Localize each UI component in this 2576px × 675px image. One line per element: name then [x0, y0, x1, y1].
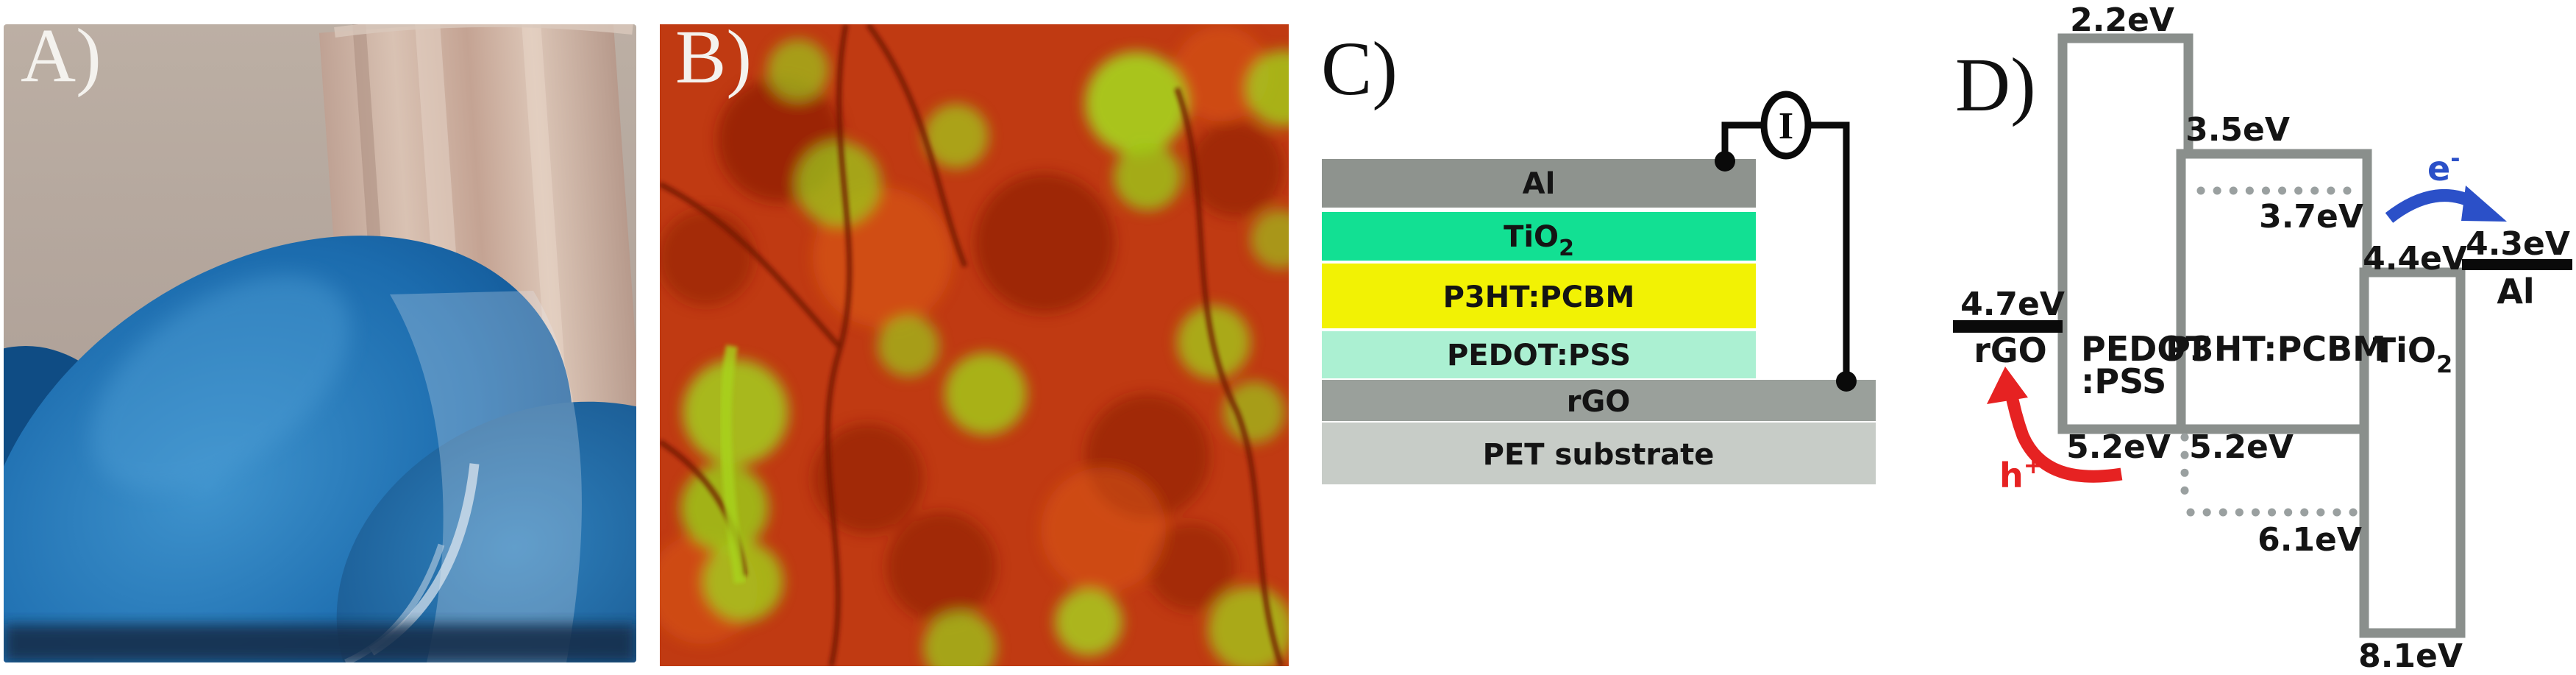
ammeter-symbol: I: [1779, 105, 1793, 147]
tio2-vb-value: 8.1eV: [2358, 637, 2463, 675]
pedot-name-line2: :PSS: [2081, 361, 2166, 401]
al-name: Al: [2497, 272, 2534, 311]
afm-crack-veins: [660, 24, 1284, 666]
layer-tio2-label: TiO2: [1504, 220, 1574, 261]
finger-right: [336, 401, 636, 662]
tio2-cb-value: 4.4eV: [2363, 240, 2467, 278]
panel-c-label: C): [1321, 26, 1398, 111]
device-stack: Al TiO2 P3HT:PCBM PEDOT:PSS rGO PET subs…: [1322, 159, 1876, 484]
rgo-workfunction-value: 4.7eV: [1960, 286, 2065, 323]
rgo-name: rGO: [1974, 331, 2047, 370]
pedot-lumo-value: 2.2eV: [2070, 1, 2174, 39]
panel-a-label: A): [21, 13, 102, 98]
pedot-name-line1: PEDOT: [2081, 329, 2209, 369]
contact-dot-rgo: [1836, 371, 1857, 392]
electron-arrowhead: [2461, 185, 2507, 222]
al-fermi-bar: [2462, 259, 2572, 270]
wire-bottom-electrode: [1807, 121, 1850, 381]
layer-pedot-pss-label: PEDOT:PSS: [1447, 339, 1631, 372]
layer-pet-label: PET substrate: [1483, 438, 1715, 472]
panel-d-label: D): [1955, 43, 2036, 127]
p3ht-pcbm-name: P3HT:PCBM: [2166, 329, 2386, 369]
band-diagram: 2.2eV 3.5eV 3.7eV 4.4eV 4.3eV 4.7eV 5.2e…: [1953, 1, 2572, 675]
afm-green-vein: [719, 344, 746, 584]
panel-a-photo: [4, 24, 636, 662]
tio2-band-box: [2359, 267, 2466, 638]
hole-label: h+: [1999, 451, 2043, 495]
afm-blotches: [660, 26, 1289, 666]
wire-top-electrode: [1721, 121, 1765, 162]
electron-label: e-: [2427, 144, 2460, 188]
layer-pedot-pss: [1322, 331, 1756, 378]
layer-tio2: [1322, 212, 1756, 261]
panel-b-label: B): [675, 15, 752, 99]
contact-dot-al: [1715, 151, 1735, 172]
pedot-homo-value: 5.2eV: [2066, 428, 2171, 466]
p3ht-homo-value: 5.2eV: [2189, 428, 2294, 466]
layer-al: [1322, 159, 1756, 208]
layer-al-label: Al: [1523, 167, 1556, 201]
panel-b-afm-image: [660, 24, 1289, 666]
electron-transfer-arrow: [2385, 185, 2507, 223]
al-workfunction-value: 4.3eV: [2466, 225, 2570, 263]
layer-p3ht-pcbm-label: P3HT:PCBM: [1443, 280, 1635, 314]
photo-bottom-shadow: [4, 624, 636, 662]
pcbm-homo-value: 6.1eV: [2257, 521, 2362, 559]
hole-arrowhead: [1987, 367, 2028, 404]
ammeter-circle: [1760, 91, 1812, 160]
hole-transfer-arrow: [1987, 367, 2123, 483]
layer-rgo: [1322, 380, 1876, 421]
layer-p3ht-pcbm: [1322, 264, 1756, 328]
pcbm-lumo-value: 3.7eV: [2259, 198, 2363, 236]
layer-pet: [1322, 423, 1876, 484]
measurement-circuit: [1715, 91, 1857, 392]
layer-rgo-label: rGO: [1567, 385, 1631, 419]
rgo-fermi-bar: [1953, 320, 2063, 333]
p3ht-lumo-value: 3.5eV: [2185, 111, 2290, 149]
tio2-name: TiO2: [2373, 331, 2453, 378]
p3ht-pcbm-band-box: [2176, 149, 2372, 434]
